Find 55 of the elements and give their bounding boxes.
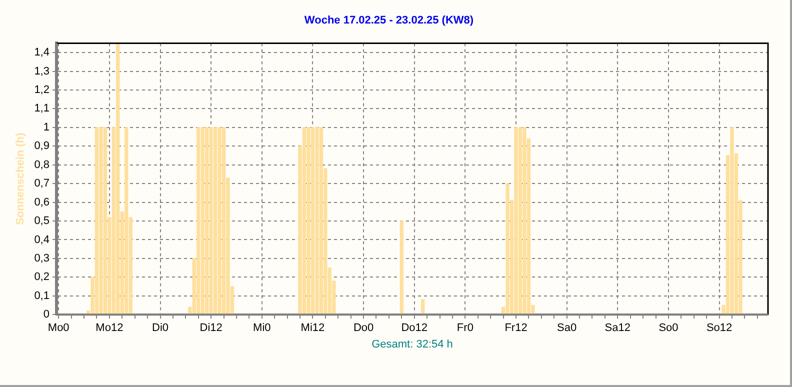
y-tick-label: 1: [43, 121, 50, 134]
x-tick-label: Mi0: [253, 322, 271, 334]
y-tick-label: 0,4: [34, 234, 50, 246]
y-tick-label: 0,5: [34, 215, 50, 228]
y-tick-label: 0: [43, 308, 50, 321]
bar: [205, 127, 209, 314]
y-tick-label: 0,3: [34, 252, 50, 264]
x-tick-label: Fr0: [456, 322, 474, 334]
bar: [302, 127, 306, 314]
y-tick-label: 1,1: [34, 102, 50, 115]
x-tick-label: Di0: [152, 322, 169, 334]
x-tick-label: Di12: [200, 322, 222, 334]
bar: [99, 127, 103, 314]
bar: [319, 127, 324, 314]
y-tick-label: 0,8: [34, 158, 50, 171]
bar: [213, 127, 218, 314]
bar: [103, 127, 108, 314]
bar: [124, 127, 128, 314]
x-tick-label: Sa12: [604, 322, 631, 334]
bar: [218, 127, 222, 314]
bar: [310, 127, 315, 314]
x-tick-label: Sa0: [557, 322, 577, 334]
y-tick-label: 0,2: [34, 271, 50, 284]
y-tick-label: 1,2: [34, 84, 50, 96]
x-tick-label: Mi12: [300, 322, 325, 334]
y-axis-title: Sonnenschein (h): [14, 132, 27, 226]
x-tick-label: So0: [658, 322, 678, 334]
bar: [116, 43, 120, 314]
y-tick-label: 0,7: [34, 178, 50, 190]
x-tick-label: Do0: [353, 322, 374, 334]
y-tick-label: 0,1: [34, 290, 50, 302]
bar: [506, 183, 510, 314]
bar: [518, 127, 522, 314]
y-tick-label: 1,3: [34, 65, 50, 78]
bar: [400, 220, 404, 314]
x-axis-title: Gesamt: 32:54 h: [372, 338, 453, 350]
x-tick-label: Mo0: [48, 322, 70, 334]
bar: [200, 127, 204, 314]
y-tick-label: 0,6: [34, 196, 50, 208]
bar: [514, 127, 518, 314]
x-tick-label: Mo12: [96, 322, 124, 334]
x-tick-label: So12: [706, 322, 732, 334]
bar: [730, 127, 734, 314]
bar: [222, 127, 226, 314]
bar: [315, 127, 319, 314]
y-tick-label: 1,4: [34, 46, 50, 59]
x-tick-label: Fr12: [504, 322, 528, 334]
bar: [209, 127, 213, 314]
bar: [306, 127, 310, 314]
x-tick-label: Do12: [401, 322, 428, 334]
chart-title: Woche 17.02.25 - 23.02.25 (KW8): [304, 14, 474, 27]
bar: [94, 127, 99, 314]
bar: [196, 127, 200, 314]
bar: [522, 127, 526, 314]
y-tick-label: 0,9: [34, 140, 50, 152]
